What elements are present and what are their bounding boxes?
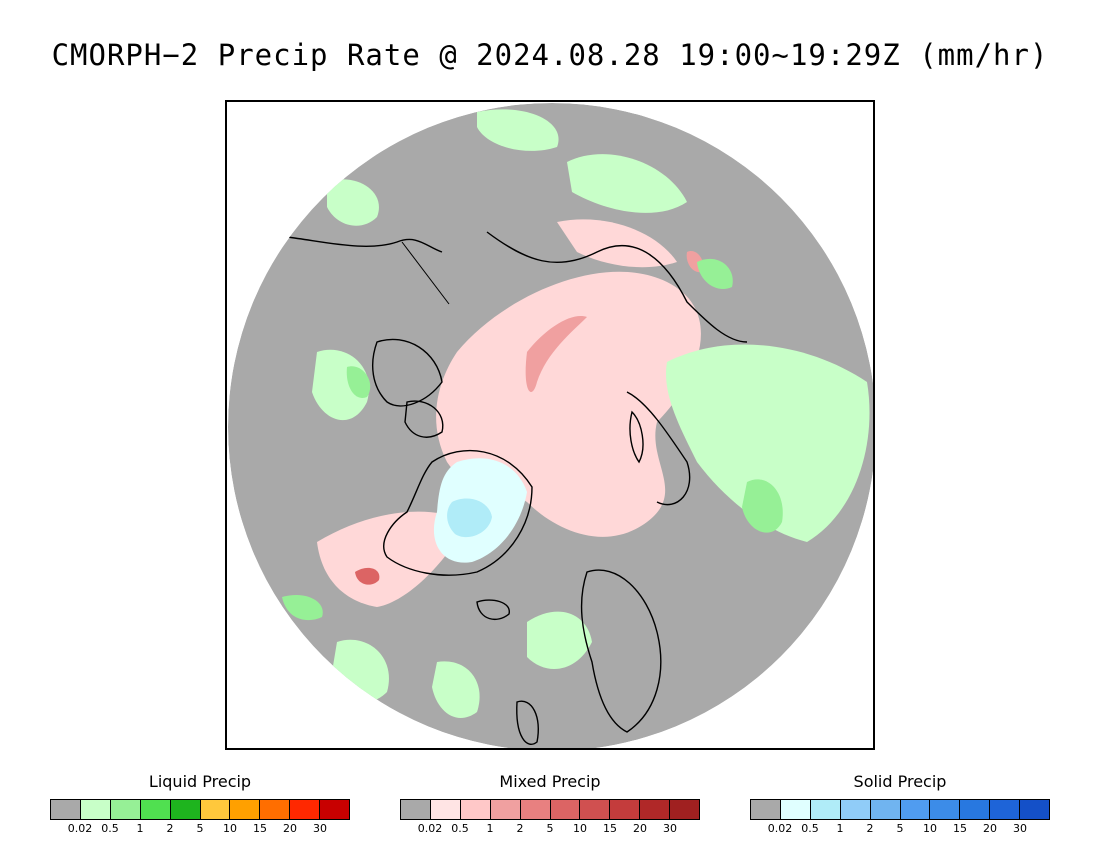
- polar-map-frame: [225, 100, 875, 750]
- legend-swatch: [230, 800, 261, 819]
- legend-tick-label: 10: [223, 822, 237, 835]
- legend-swatch: [170, 800, 201, 819]
- liquid-precip-russia-strong: [742, 479, 783, 533]
- alaska-coastline: [286, 236, 443, 253]
- liquid-precip-labrador: [282, 594, 323, 621]
- legend-swatch: [51, 800, 81, 819]
- siberia-coastline: [486, 231, 748, 343]
- legend-tick-label: 0.5: [101, 822, 119, 835]
- coastlines: [286, 231, 748, 745]
- legend-title: Mixed Precip: [499, 772, 601, 791]
- legend-tick-label: 0.02: [767, 822, 793, 835]
- legend-tick-label: 5: [196, 822, 204, 835]
- legend-swatch: [640, 800, 671, 819]
- legend-swatch: [610, 800, 641, 819]
- legend-swatch: [1020, 800, 1050, 819]
- legend-tick-label: 30: [1013, 822, 1027, 835]
- legend-tick-label: 0.02: [417, 822, 443, 835]
- legend-swatch: [260, 800, 291, 819]
- legend-tick-label: 5: [896, 822, 904, 835]
- mixed-precip-band: [525, 316, 587, 392]
- legend-ticks: 0.02 0.5 1 2 5 10 15 20 30: [400, 822, 700, 836]
- legend-swatch: [960, 800, 991, 819]
- legend-tick-label: 0.02: [67, 822, 93, 835]
- legend-swatch: [430, 800, 461, 819]
- legend-swatch: [580, 800, 611, 819]
- legend-ticks: 0.02 0.5 1 2 5 10 15 20 30: [750, 822, 1050, 836]
- iceland-outline: [476, 599, 510, 621]
- liquid-precip-siberia-east: [567, 154, 687, 213]
- solid-precip-greenland-core: [447, 498, 492, 538]
- legend-colorbar: [750, 799, 1050, 820]
- legend-swatch: [780, 800, 811, 819]
- uk-outline: [516, 700, 539, 745]
- legend-swatch: [80, 800, 111, 819]
- liquid-precip-far-east: [697, 258, 733, 290]
- greenland-outline: [383, 450, 533, 576]
- legend-tick-label: 15: [603, 822, 617, 835]
- legend-swatch: [810, 800, 841, 819]
- legend-swatch: [140, 800, 171, 819]
- legend-tick-label: 5: [546, 822, 554, 835]
- mixed-precip-greenland-coast: [317, 511, 467, 607]
- legend-tick-label: 30: [663, 822, 677, 835]
- liquid-precip-canada-strong: [346, 366, 371, 398]
- novaya-zemlya-outline: [629, 410, 644, 464]
- legend-swatch: [401, 800, 431, 819]
- canadian-archipelago-outline: [372, 338, 443, 407]
- legend-swatch: [320, 800, 350, 819]
- legend-tick-label: 0.5: [801, 822, 819, 835]
- legend-swatch: [751, 800, 781, 819]
- legend-swatch: [200, 800, 231, 819]
- legend-swatch: [460, 800, 491, 819]
- legend-tick-label: 30: [313, 822, 327, 835]
- canadian-archipelago-outline-2: [404, 400, 444, 438]
- legend-tick-label: 20: [633, 822, 647, 835]
- russia-coastline: [626, 391, 691, 506]
- legend-title: Liquid Precip: [148, 772, 252, 791]
- legend-swatch: [670, 800, 700, 819]
- legend-tick-label: 15: [953, 822, 967, 835]
- legend-tick-label: 15: [253, 822, 267, 835]
- legend-swatch: [870, 800, 901, 819]
- liquid-precip-scandinavia: [527, 611, 592, 669]
- legend-tick-label: 1: [486, 822, 494, 835]
- liquid-precip-uk: [432, 661, 480, 718]
- legend-mixed: Mixed Precip 0.02 0.5 1 2 5 10 15 20 30: [400, 772, 700, 836]
- legend-tick-label: 1: [136, 822, 144, 835]
- legend-swatch: [490, 800, 521, 819]
- map-title: CMORPH−2 Precip Rate @ 2024.08.28 19:00∼…: [51, 38, 1049, 72]
- legend-swatch: [900, 800, 931, 819]
- legend-tick-label: 20: [983, 822, 997, 835]
- legend-swatch: [290, 800, 321, 819]
- mixed-precip-east-siberia: [557, 219, 677, 268]
- legend-liquid: Liquid Precip 0.02 0.5 1 2 5 10 15 20 30: [50, 772, 350, 836]
- legend-swatch: [520, 800, 551, 819]
- legend-tick-label: 1: [836, 822, 844, 835]
- legend-swatch: [930, 800, 961, 819]
- mixed-precip-strong-patch: [355, 567, 380, 585]
- legend-tick-label: 10: [573, 822, 587, 835]
- legend-colorbar: [50, 799, 350, 820]
- legend-swatch: [550, 800, 581, 819]
- liquid-precip-russia: [666, 344, 870, 542]
- liquid-precip-siberia-north: [477, 109, 559, 151]
- legend-swatch: [110, 800, 141, 819]
- legend-tick-label: 0.5: [451, 822, 469, 835]
- legend-tick-label: 2: [166, 822, 174, 835]
- polar-precip-map: [228, 103, 873, 748]
- legend-tick-label: 2: [866, 822, 874, 835]
- legend-ticks: 0.02 0.5 1 2 5 10 15 20 30: [50, 822, 350, 836]
- scandinavia-outline: [580, 569, 662, 733]
- legend-tick-label: 20: [283, 822, 297, 835]
- legend-solid: Solid Precip 0.02 0.5 1 2 5 10 15 20 30: [750, 772, 1050, 836]
- legend-swatch: [840, 800, 871, 819]
- legend-tick-label: 2: [516, 822, 524, 835]
- legend-tick-label: 10: [923, 822, 937, 835]
- liquid-precip-alaska: [327, 179, 379, 226]
- legend-title: Solid Precip: [853, 772, 947, 791]
- legend-colorbar: [400, 799, 700, 820]
- alaska-canada-border: [401, 241, 450, 305]
- legend-swatch: [990, 800, 1021, 819]
